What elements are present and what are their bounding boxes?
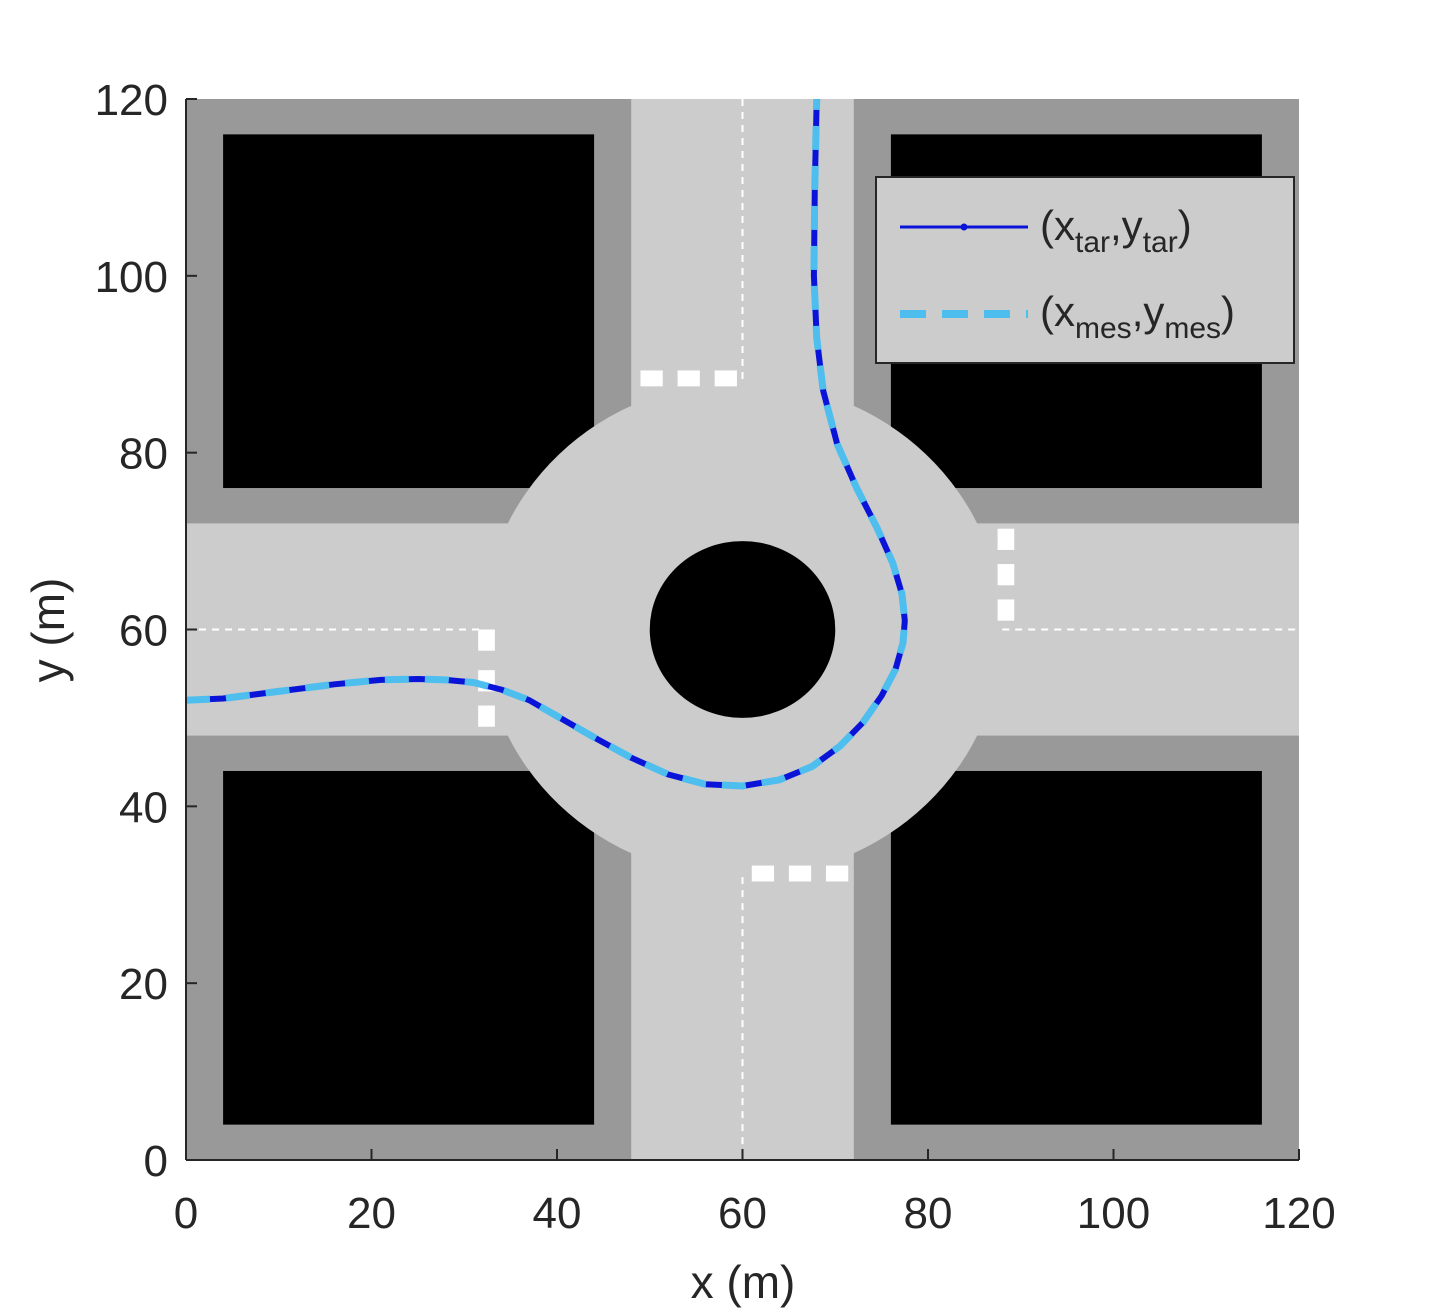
legend-marker-tar [960, 223, 968, 231]
y-axis-label: y (m) [22, 578, 74, 683]
x-tick-label: 40 [533, 1189, 582, 1238]
yield-marking [825, 865, 849, 882]
yield-marking [640, 370, 663, 387]
y-tick-label: 80 [119, 430, 168, 479]
yield-marking [997, 564, 1015, 586]
y-tick-label: 0 [144, 1137, 168, 1186]
trajectory-series [186, 99, 909, 790]
yield-marking [751, 865, 775, 882]
x-tick-label: 20 [347, 1189, 396, 1238]
yield-marking [478, 629, 495, 651]
legend-label-tar: (xtar,ytar) [1040, 202, 1192, 259]
yield-marking [714, 370, 737, 387]
x-tick-label: 0 [174, 1189, 198, 1238]
x-tick-label: 100 [1077, 1189, 1150, 1238]
yield-marking [677, 370, 700, 387]
x-axis-label: x (m) [691, 1256, 796, 1308]
central-island [649, 541, 836, 718]
tick-labels: 0 20 40 60 80 100 120 0 20 40 60 80 100 120 [95, 76, 1336, 1238]
y-tick-label: 120 [95, 76, 168, 125]
yield-marking [478, 705, 495, 727]
legend: (xtar,ytar) (xmes,ymes) [875, 176, 1295, 364]
y-tick-label: 20 [119, 960, 168, 1009]
yield-marking [788, 865, 812, 882]
building-block [890, 770, 1262, 1125]
yield-marking [997, 528, 1015, 550]
series-line-mes [186, 99, 909, 790]
legend-box [875, 176, 1295, 364]
yield-marking [997, 599, 1015, 621]
axes [185, 98, 1300, 1161]
x-tick-label: 80 [904, 1189, 953, 1238]
y-tick-label: 60 [119, 607, 168, 656]
y-tick-label: 100 [95, 253, 168, 302]
building-block [223, 134, 595, 489]
x-tick-label: 60 [718, 1189, 767, 1238]
legend-label-mes: (xmes,ymes) [1040, 288, 1235, 345]
building-block [223, 770, 595, 1125]
y-tick-label: 40 [119, 783, 168, 832]
x-tick-label: 120 [1262, 1189, 1335, 1238]
